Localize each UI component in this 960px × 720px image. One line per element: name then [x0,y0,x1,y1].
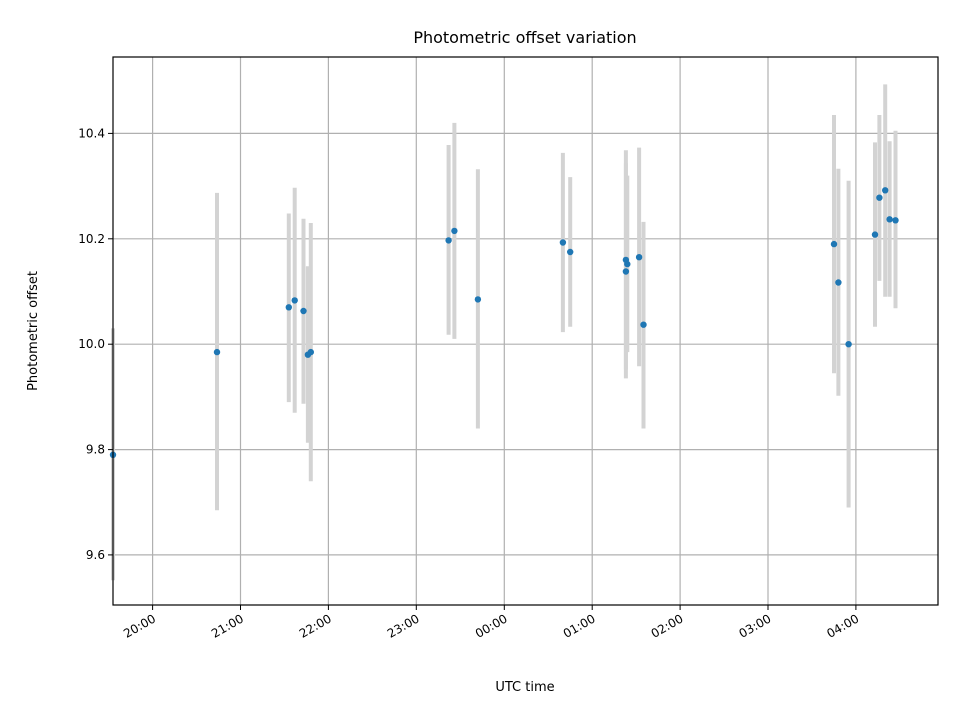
data-point [300,307,307,315]
plot-frame [112,56,939,606]
data-point [892,217,899,224]
data-points [109,187,899,458]
data-point [285,304,292,311]
data-point [624,260,631,268]
y-tick-label: 10.2 [78,232,105,246]
grid-layer [113,57,938,605]
y-tick-label: 9.8 [86,443,105,457]
data-point [835,279,842,286]
data-point [291,297,298,304]
data-point [876,194,883,201]
data-point [474,296,482,303]
data-point [213,348,221,356]
data-point [567,248,574,256]
data-point [445,237,452,244]
data-point [845,341,852,348]
x-axis-label: UTC time [495,680,554,695]
data-point [635,254,643,261]
y-tick-label: 10.4 [78,126,105,140]
data-point [307,348,314,356]
chart-title: Photometric offset variation [413,28,636,47]
data-point [640,321,647,328]
data-point [886,216,893,223]
y-axis-ticks: 9.6 9.8 10.0 10.2 10.4 [78,126,113,562]
data-point [871,231,879,238]
data-point [622,268,630,275]
data-point [882,187,889,194]
data-point [451,227,458,235]
y-tick-label: 9.6 [86,548,105,562]
y-tick-label: 10.0 [78,337,105,351]
data-point [830,240,838,248]
y-axis-label: Photometric offset [26,271,41,391]
data-point [559,239,567,246]
